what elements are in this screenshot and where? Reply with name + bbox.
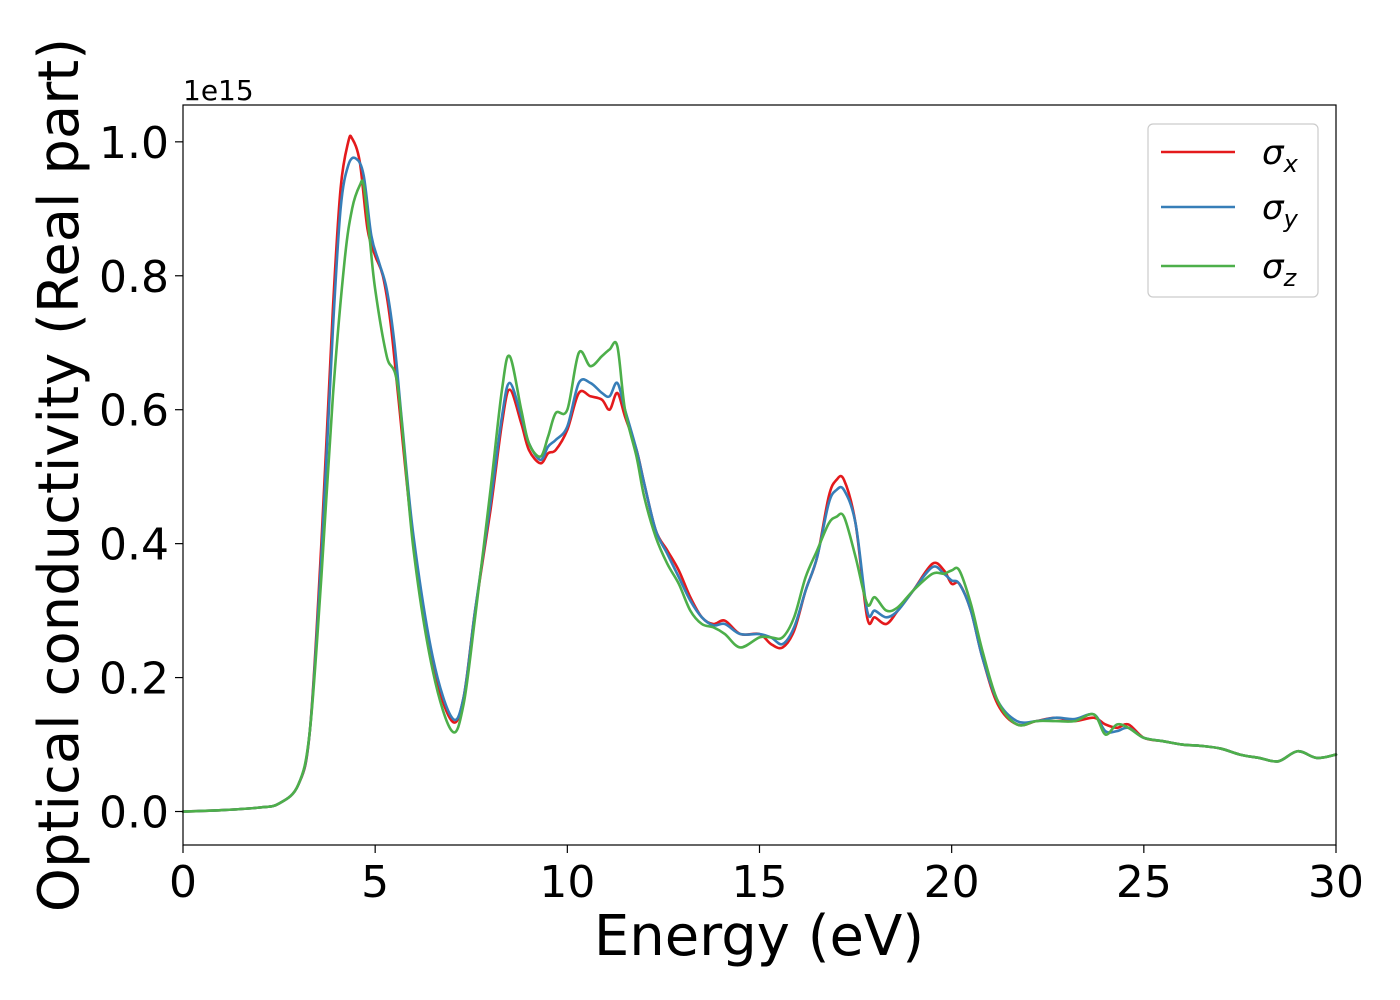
x-tick-label: 25 [1116, 857, 1172, 908]
y-tick-label: 1.0 [99, 118, 169, 169]
series-layer [181, 134, 1338, 813]
series-line-sigma-y [181, 156, 1338, 813]
y-offset-label: 1e15 [183, 74, 254, 107]
legend-box [1147, 123, 1319, 298]
y-axis: 0.0 0.2 0.4 0.6 0.8 1.0 [99, 118, 183, 839]
x-tick-label: 10 [539, 857, 595, 908]
x-tick-label: 30 [1308, 857, 1364, 908]
series-line-sigma-z [181, 179, 1338, 813]
y-tick-label: 0.4 [99, 520, 169, 571]
x-tick-label: 5 [361, 857, 389, 908]
x-tick-label: 20 [924, 857, 980, 908]
x-tick-label: 0 [169, 857, 197, 908]
legend-label-subscript: z [1283, 264, 1298, 292]
y-tick-label: 0.6 [99, 386, 169, 437]
x-axis: 0 5 10 15 20 25 30 [169, 845, 1364, 908]
legend-label-subscript: y [1283, 205, 1299, 233]
y-tick-label: 0.2 [99, 654, 169, 705]
legend-label-subscript: x [1283, 150, 1299, 178]
x-tick-label: 15 [732, 857, 788, 908]
y-tick-label: 0.8 [99, 252, 169, 303]
x-axis-label: Energy (eV) [594, 904, 924, 969]
y-axis-label: Optical conductivity (Real part) [27, 38, 92, 912]
y-tick-label: 0.0 [99, 788, 169, 839]
